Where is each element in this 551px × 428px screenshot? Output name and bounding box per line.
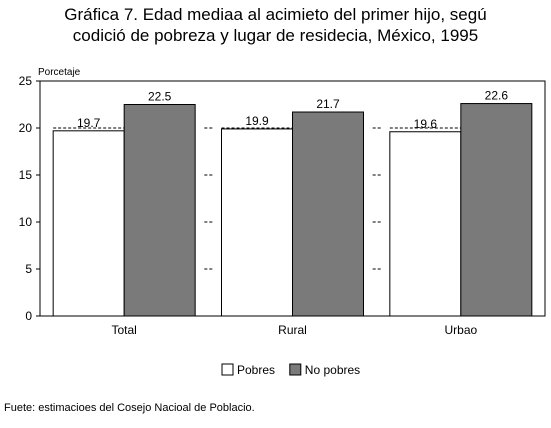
x-tick-label: Rural — [278, 323, 307, 337]
legend-label: Pobres — [237, 363, 275, 377]
y-tick-label: 10 — [19, 215, 33, 229]
data-label: 19.6 — [414, 117, 438, 131]
x-tick-label: Urbao — [444, 323, 477, 337]
y-tick-label: 20 — [19, 121, 33, 135]
data-label: 22.6 — [485, 89, 509, 103]
y-tick-label: 15 — [19, 168, 33, 182]
bar-no-pobres — [292, 111, 364, 317]
bar-no-pobres — [123, 104, 196, 317]
y-tick-label: 0 — [25, 309, 32, 323]
chart-title: Gráfica 7. Edad mediaa al acimieto del p… — [0, 4, 551, 46]
y-axis-label: Porcetaje — [38, 67, 81, 78]
data-label: 19.9 — [245, 114, 269, 128]
bar-pobres — [221, 128, 293, 317]
bar-pobres — [52, 130, 125, 317]
bars-layer — [52, 103, 533, 317]
bar-pobres — [389, 131, 462, 317]
legend: Pobres No pobres — [221, 363, 360, 377]
labels-layer: Porcetaje 0 5 10 15 20 25 19.7 22.5 Total 19.9 21.7… — [19, 67, 509, 337]
legend-label: No pobres — [305, 363, 360, 377]
x-tick-label: Total — [111, 323, 136, 337]
data-label: 21.7 — [316, 97, 340, 111]
chart-title-line-2: codició de pobreza y lugar de residecia,… — [72, 26, 479, 45]
legend-swatch — [289, 363, 302, 376]
data-label: 22.5 — [148, 90, 172, 104]
y-tick-label: 25 — [19, 74, 33, 88]
data-label: 19.7 — [77, 116, 101, 130]
legend-swatch — [221, 363, 234, 376]
chart-title-line-1: Gráfica 7. Edad mediaa al acimieto del p… — [64, 5, 487, 24]
bar-no-pobres — [460, 103, 533, 317]
source-note: Fuete: estimacioes del Cosejo Nacioal de… — [4, 402, 255, 414]
y-tick-label: 5 — [25, 262, 32, 276]
